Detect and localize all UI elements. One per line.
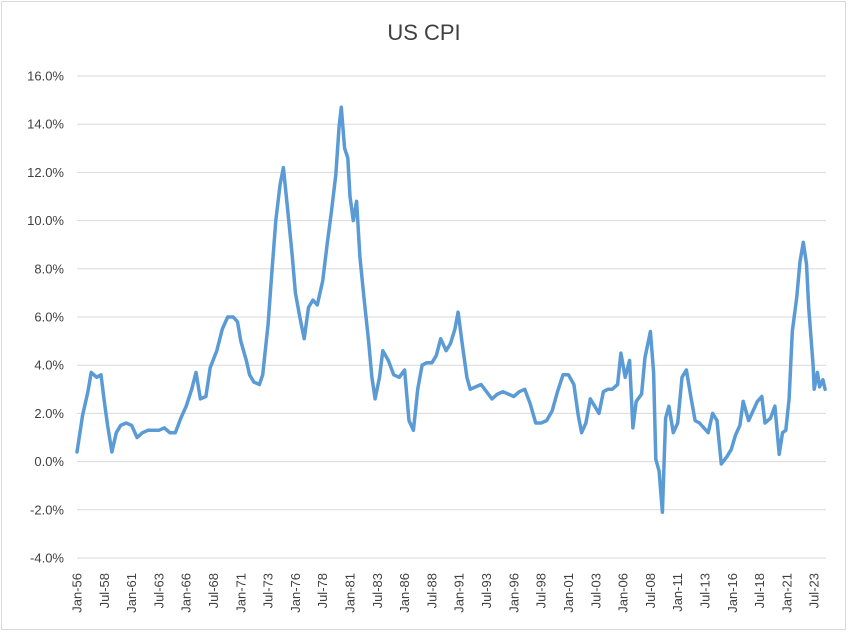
x-tick-label: Jul-03 — [588, 573, 603, 608]
series-line — [75, 105, 827, 514]
x-tick-label: Jul-58 — [97, 573, 112, 608]
x-tick-label: Jan-01 — [561, 573, 576, 613]
x-tick-label: Jan-21 — [779, 573, 794, 613]
x-tick-label: Jul-63 — [151, 573, 166, 608]
chart-title: US CPI — [387, 20, 461, 45]
x-tick-label: Jan-61 — [124, 573, 139, 613]
x-tick-label: Jan-86 — [397, 573, 412, 613]
x-tick-label: Jul-23 — [807, 573, 822, 608]
y-tick-label: 0.0% — [34, 454, 64, 469]
y-tick-label: 16.0% — [27, 69, 64, 84]
x-tick-label: Jul-18 — [752, 573, 767, 608]
x-tick-label: Jan-91 — [452, 573, 467, 613]
x-tick-label: Jan-11 — [670, 573, 685, 612]
x-tick-label: Jan-81 — [343, 573, 358, 613]
x-tick-label: Jul-83 — [370, 573, 385, 608]
x-tick-label: Jan-96 — [506, 573, 521, 613]
x-tick-label: Jan-66 — [179, 573, 194, 613]
x-tick-label: Jul-68 — [206, 573, 221, 608]
x-tick-label: Jan-56 — [70, 573, 85, 613]
y-tick-label: 6.0% — [34, 310, 64, 325]
x-tick-label: Jul-78 — [315, 573, 330, 608]
y-tick-label: 2.0% — [34, 406, 64, 421]
x-tick-label: Jan-06 — [616, 573, 631, 613]
x-tick-label: Jul-98 — [534, 573, 549, 608]
x-tick-label: Jan-76 — [288, 573, 303, 613]
y-tick-label: 8.0% — [34, 261, 64, 276]
y-tick-label: -2.0% — [30, 502, 64, 517]
x-tick-label: Jul-13 — [697, 573, 712, 608]
y-tick-label: 4.0% — [34, 358, 64, 373]
y-tick-label: -4.0% — [30, 551, 64, 566]
x-tick-label: Jul-88 — [424, 573, 439, 608]
y-tick-label: 10.0% — [27, 213, 64, 228]
x-tick-label: Jan-71 — [233, 573, 248, 613]
y-tick-label: 14.0% — [27, 117, 64, 132]
x-tick-label: Jul-73 — [261, 573, 276, 608]
x-tick-label: Jan-16 — [725, 573, 740, 613]
y-tick-label: 12.0% — [27, 165, 64, 180]
x-tick-label: Jul-08 — [643, 573, 658, 608]
x-tick-label: Jul-93 — [479, 573, 494, 608]
